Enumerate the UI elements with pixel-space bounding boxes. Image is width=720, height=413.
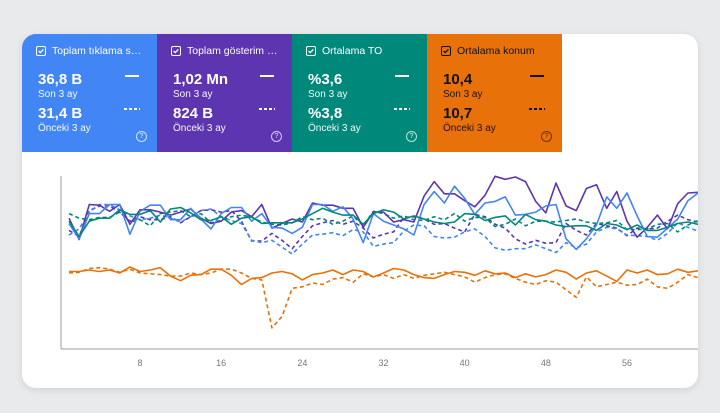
metric-tile-position[interactable]: Ortalama konum 10,4 Son 3 ay 10,7 Önceki… [427,34,562,152]
dashed-line-legend-icon [259,108,275,110]
solid-line-legend-icon [395,75,409,77]
checkbox-icon[interactable] [171,46,181,56]
series-line-6-previous [68,209,698,233]
dashed-line-legend-icon [529,108,545,110]
series-line-0-current [68,175,698,241]
solid-line-legend-icon [260,75,274,77]
series-line-2-current [68,206,698,238]
help-icon[interactable]: ? [271,131,282,142]
solid-line-legend-icon [530,75,544,77]
metric-previous-label: Önceki 3 ay [443,123,496,134]
x-tick-label: 24 [297,358,307,368]
help-icon[interactable]: ? [136,131,147,142]
x-tick-label: 32 [378,358,388,368]
metric-title: Toplam tıklama s… [52,45,142,57]
performance-line-chart: 8 16 24 32 40 48 56 [60,175,698,368]
checkbox-icon[interactable] [306,46,316,56]
series-line-3-current [69,266,698,286]
help-icon[interactable]: ? [406,131,417,142]
x-tick-label: 8 [138,358,143,368]
metric-current-label: Son 3 ay [38,89,78,100]
metric-previous-value: 10,7 [443,105,473,122]
series-line-7-previous [68,266,698,329]
performance-card: 8 16 24 32 40 48 56 Toplam tıklama s… 36,8 B S… [22,34,698,388]
metric-current-value: 10,4 [443,71,473,88]
solid-line-legend-icon [125,75,139,77]
metric-title: Ortalama konum [457,45,535,57]
metric-title: Ortalama TO [322,45,383,57]
x-tick-label: 56 [622,358,632,368]
x-tick-label: 48 [541,358,551,368]
metric-current-label: Son 3 ay [308,89,348,100]
metric-current-value: 36,8 B [38,71,83,88]
help-icon[interactable]: ? [541,131,552,142]
series-line-5-previous [68,203,698,255]
metric-previous-label: Önceki 3 ay [38,123,91,134]
dashed-line-legend-icon [124,108,140,110]
metric-tile-ctr[interactable]: Ortalama TO %3,6 Son 3 ay %3,8 Önceki 3 … [292,34,427,152]
metric-previous-label: Önceki 3 ay [173,123,226,134]
metric-current-label: Son 3 ay [443,89,483,100]
metric-tiles: Toplam tıklama s… 36,8 B Son 3 ay 31,4 B… [22,34,562,152]
metric-current-value: 1,02 Mn [173,71,229,88]
series-line-1-current [68,185,698,251]
metric-title: Toplam gösterim … [187,45,278,57]
metric-current-value: %3,6 [308,71,343,88]
checkbox-icon[interactable] [441,46,451,56]
checkbox-icon[interactable] [36,46,46,56]
metric-tile-clicks[interactable]: Toplam tıklama s… 36,8 B Son 3 ay 31,4 B… [22,34,157,152]
x-tick-label: 16 [216,358,226,368]
metric-previous-label: Önceki 3 ay [308,123,361,134]
metric-previous-value: 824 B [173,105,214,122]
dashed-line-legend-icon [394,108,410,110]
metric-tile-impressions[interactable]: Toplam gösterim … 1,02 Mn Son 3 ay 824 B… [157,34,292,152]
metric-previous-value: 31,4 B [38,105,83,122]
metric-previous-value: %3,8 [308,105,343,122]
x-tick-label: 40 [460,358,470,368]
metric-current-label: Son 3 ay [173,89,213,100]
